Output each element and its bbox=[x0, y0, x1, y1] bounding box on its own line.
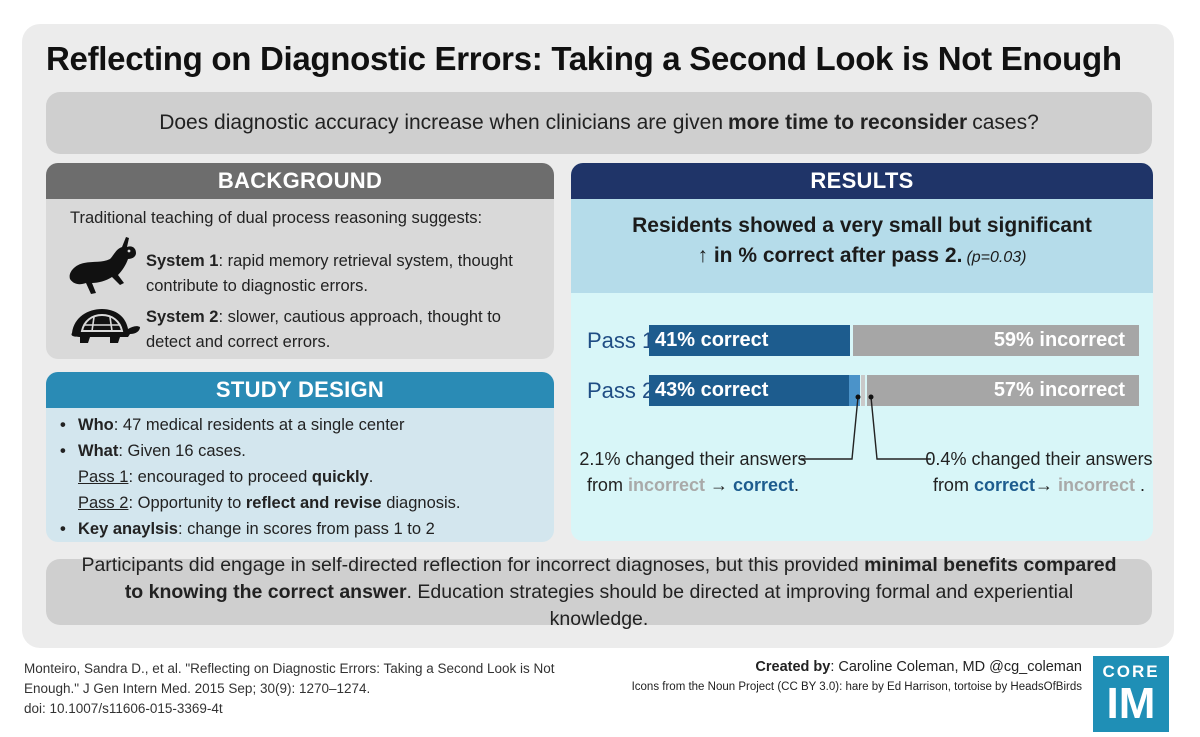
core-im-logo: CORE IM bbox=[1093, 656, 1169, 732]
note-right-from: from bbox=[932, 475, 969, 495]
created-label: Created by bbox=[755, 659, 831, 675]
page-title: Reflecting on Diagnostic Errors: Taking … bbox=[46, 40, 1122, 77]
pass2-correct-bar: 43% correct bbox=[649, 375, 850, 406]
created-by-credit: Created by: Caroline Coleman, MD @cg_col… bbox=[620, 659, 1082, 675]
who-text: : 47 medical residents at a single cente… bbox=[113, 416, 405, 434]
what-text: : Given 16 cases. bbox=[118, 442, 246, 460]
pass1-correct-bar: 41% correct bbox=[649, 325, 850, 356]
icons-credit: Icons from the Noun Project (CC BY 3.0):… bbox=[631, 681, 1082, 693]
pass2-bold: reflect and revise bbox=[245, 494, 382, 512]
pass1-pre: : encouraged to proceed bbox=[128, 468, 312, 486]
key-text: : change in scores from pass 1 to 2 bbox=[177, 520, 435, 538]
conclusion-post: . Education strategies should be directe… bbox=[406, 580, 1074, 630]
note-to-incorrect: 0.4% changed their answers from correct→… bbox=[921, 446, 1153, 498]
system1-label: System 1 bbox=[146, 252, 219, 270]
bullet-icon: • bbox=[60, 442, 66, 460]
pass1-bold: quickly bbox=[311, 468, 369, 486]
pass2-incorrect-label: 57% incorrect bbox=[993, 379, 1125, 401]
system1-text: : rapid memory retrieval system, thought… bbox=[146, 252, 513, 295]
pass1-post: . bbox=[368, 468, 374, 486]
created-text: : Caroline Coleman, MD @cg_coleman bbox=[830, 659, 1082, 675]
results-summary: Residents showed a very small but signif… bbox=[571, 211, 1153, 273]
conclusion-bold: minimal benefits compared to knowing the… bbox=[124, 553, 1117, 603]
pass2-pre: : Opportunity to bbox=[128, 494, 246, 512]
system2-description: System 2: slower, cautious approach, tho… bbox=[146, 305, 546, 355]
list-item-who: • Who: 47 medical residents at a single … bbox=[56, 412, 546, 438]
pass1-incorrect-label: 59% incorrect bbox=[993, 329, 1125, 351]
background-panel: BACKGROUND Traditional teaching of dual … bbox=[46, 163, 554, 359]
pass1-label: Pass 1 bbox=[78, 468, 129, 486]
note-right-line1: 0.4% changed their answers bbox=[925, 449, 1153, 469]
pass1-row-label: Pass 1 bbox=[587, 328, 655, 353]
logo-top-text: CORE bbox=[1102, 662, 1160, 681]
question-pre: Does diagnostic accuracy increase when c… bbox=[159, 111, 723, 134]
citation-line1: Monteiro, Sandra D., et al. "Reflecting … bbox=[24, 661, 555, 676]
study-design-panel: STUDY DESIGN • Who: 47 medical residents… bbox=[46, 372, 554, 542]
bullet-icon: • bbox=[60, 416, 66, 434]
pass2-changed-to-correct-bar bbox=[849, 375, 860, 406]
key-label: Key anaylsis bbox=[78, 520, 178, 538]
conclusion: Participants did engage in self-directed… bbox=[46, 554, 1152, 630]
who-label: Who bbox=[78, 416, 114, 434]
hare-icon bbox=[69, 237, 136, 294]
callout-lines bbox=[801, 394, 931, 460]
note-left-arrow: → bbox=[710, 475, 728, 495]
what-label: What bbox=[78, 442, 119, 460]
question-post: cases? bbox=[972, 111, 1039, 134]
summary-line2: ↑ in % correct after pass 2. bbox=[697, 244, 963, 267]
pass1-correct-label: 41% correct bbox=[655, 329, 769, 351]
results-panel: RESULTS Residents showed a very small bu… bbox=[571, 163, 1153, 541]
note-to-correct: 2.1% changed their answers from incorrec… bbox=[573, 446, 813, 498]
note-right-arrow: → bbox=[1034, 475, 1053, 495]
pass2-correct-label: 43% correct bbox=[655, 379, 769, 401]
conclusion-pre: Participants did engage in self-directed… bbox=[81, 553, 859, 576]
system1-description: System 1: rapid memory retrieval system,… bbox=[146, 249, 536, 299]
research-question: Does diagnostic accuracy increase when c… bbox=[46, 92, 1152, 154]
callout-line-right bbox=[870, 396, 931, 460]
summary-line1: Residents showed a very small but signif… bbox=[632, 214, 1092, 237]
background-intro: Traditional teaching of dual process rea… bbox=[70, 209, 483, 227]
pass2-incorrect-bar: 57% incorrect bbox=[866, 375, 1139, 406]
tortoise-icon bbox=[71, 309, 140, 343]
note-left-from: from bbox=[586, 475, 623, 495]
citation-line3: doi: 10.1007/s11606-015-3369-4t bbox=[24, 701, 223, 716]
callout-dot-left bbox=[855, 394, 861, 400]
note-left-correct: correct bbox=[733, 475, 795, 495]
results-heading: RESULTS bbox=[571, 163, 1153, 199]
background-heading: BACKGROUND bbox=[46, 163, 554, 199]
logo-bottom-text: IM bbox=[1106, 679, 1156, 728]
citation-line2: Enough." J Gen Intern Med. 2015 Sep; 30(… bbox=[24, 681, 371, 696]
bullet-icon: • bbox=[60, 520, 66, 538]
list-item-what: • What: Given 16 cases. Pass 1: encourag… bbox=[56, 438, 546, 516]
p-value: (p=0.03) bbox=[966, 249, 1027, 266]
note-right-incorrect: incorrect bbox=[1058, 475, 1136, 495]
pass2-changed-to-incorrect-bar bbox=[860, 375, 865, 406]
note-right-end: . bbox=[1135, 475, 1146, 495]
study-design-list: • Who: 47 medical residents at a single … bbox=[56, 412, 546, 542]
system2-label: System 2 bbox=[146, 308, 219, 326]
note-right-correct: correct bbox=[973, 475, 1035, 495]
pass2-label: Pass 2 bbox=[78, 494, 129, 512]
pass2-row-label: Pass 2 bbox=[587, 378, 655, 403]
note-left-end: . bbox=[794, 475, 800, 495]
question-bold: more time to reconsider bbox=[728, 111, 968, 134]
note-left-line1: 2.1% changed their answers bbox=[579, 449, 807, 469]
study-design-heading: STUDY DESIGN bbox=[46, 372, 554, 408]
system2-text: : slower, cautious approach, thought to … bbox=[146, 308, 501, 351]
note-left-incorrect: incorrect bbox=[627, 475, 705, 495]
pass1-incorrect-bar: 59% incorrect bbox=[852, 325, 1139, 356]
pass2-post: diagnosis. bbox=[381, 494, 461, 512]
list-item-key-analysis: • Key anaylsis: change in scores from pa… bbox=[56, 516, 546, 542]
callout-line-left bbox=[801, 396, 859, 460]
results-summary-box bbox=[571, 199, 1153, 293]
callout-dot-right bbox=[868, 394, 874, 400]
citation: Monteiro, Sandra D., et al. "Reflecting … bbox=[24, 659, 584, 719]
